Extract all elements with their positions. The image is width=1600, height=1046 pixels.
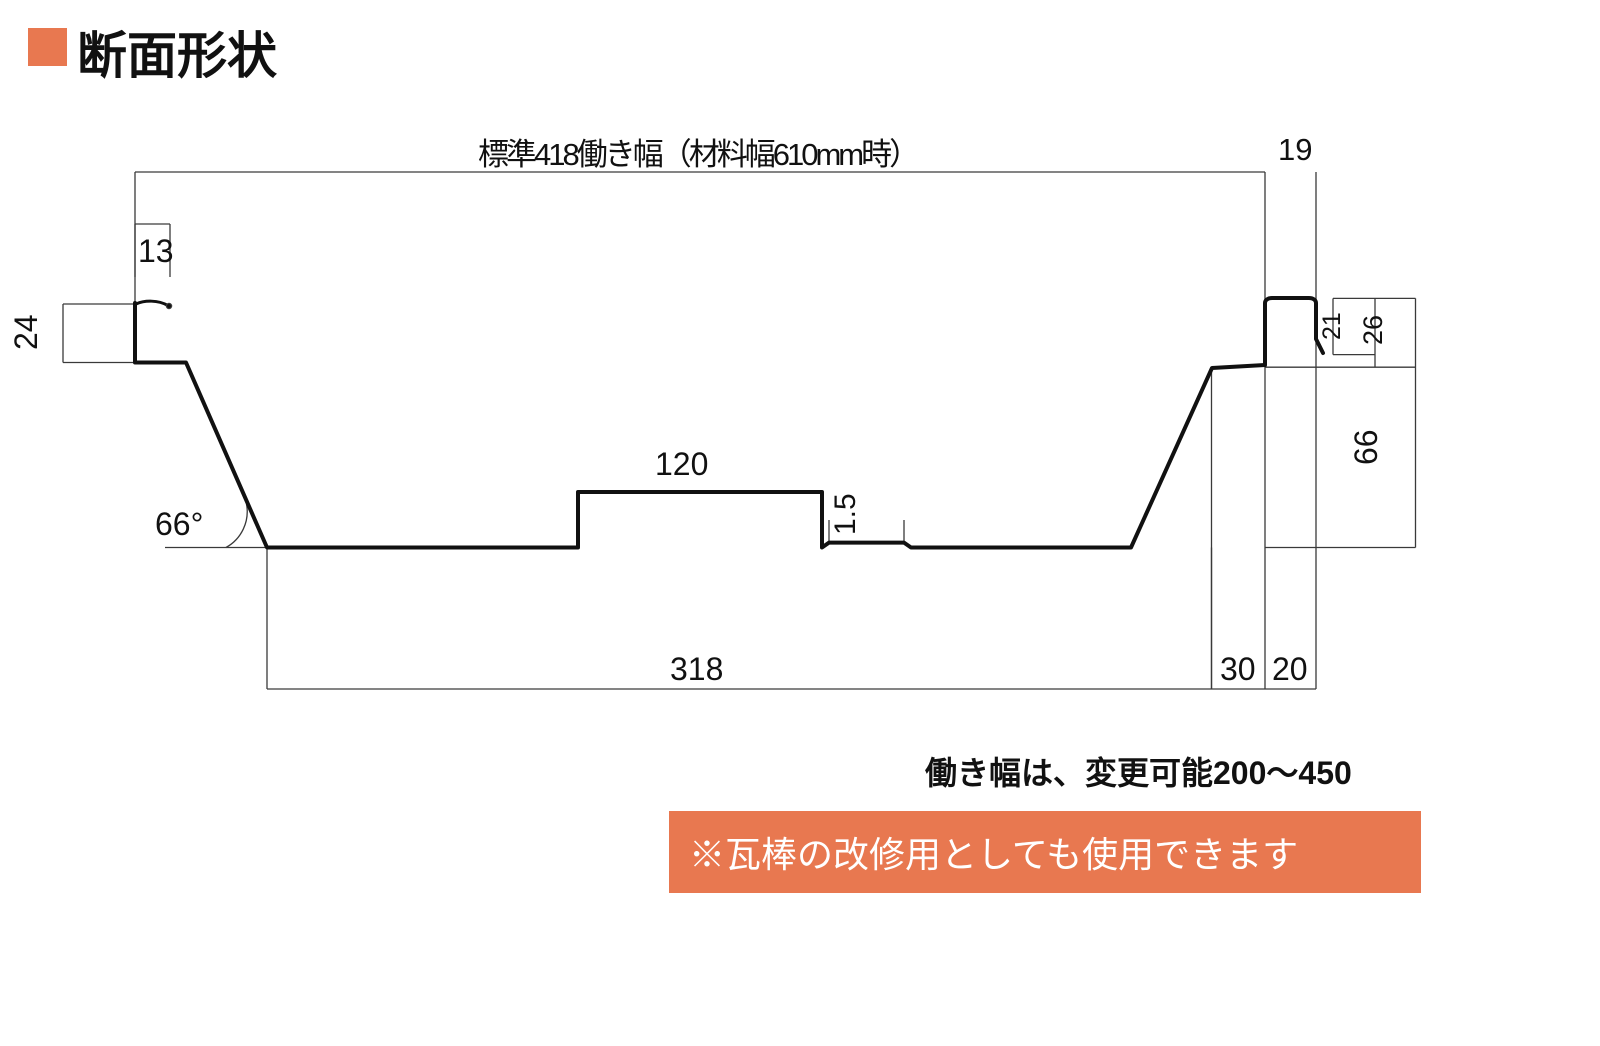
- svg-text:30: 30: [1220, 651, 1256, 687]
- svg-text:120: 120: [655, 446, 708, 482]
- svg-text:21: 21: [1318, 312, 1346, 340]
- svg-text:1.5: 1.5: [829, 493, 862, 535]
- svg-text:24: 24: [8, 314, 44, 350]
- svg-text:318: 318: [670, 651, 723, 687]
- svg-text:13: 13: [138, 233, 174, 269]
- svg-text:66: 66: [1348, 429, 1384, 465]
- svg-text:26: 26: [1358, 315, 1388, 345]
- svg-text:19: 19: [1278, 132, 1312, 167]
- svg-text:66°: 66°: [155, 506, 203, 542]
- svg-text:20: 20: [1272, 651, 1308, 687]
- svg-text:標準418働き幅（材料幅610mm時）: 標準418働き幅（材料幅610mm時）: [478, 137, 917, 172]
